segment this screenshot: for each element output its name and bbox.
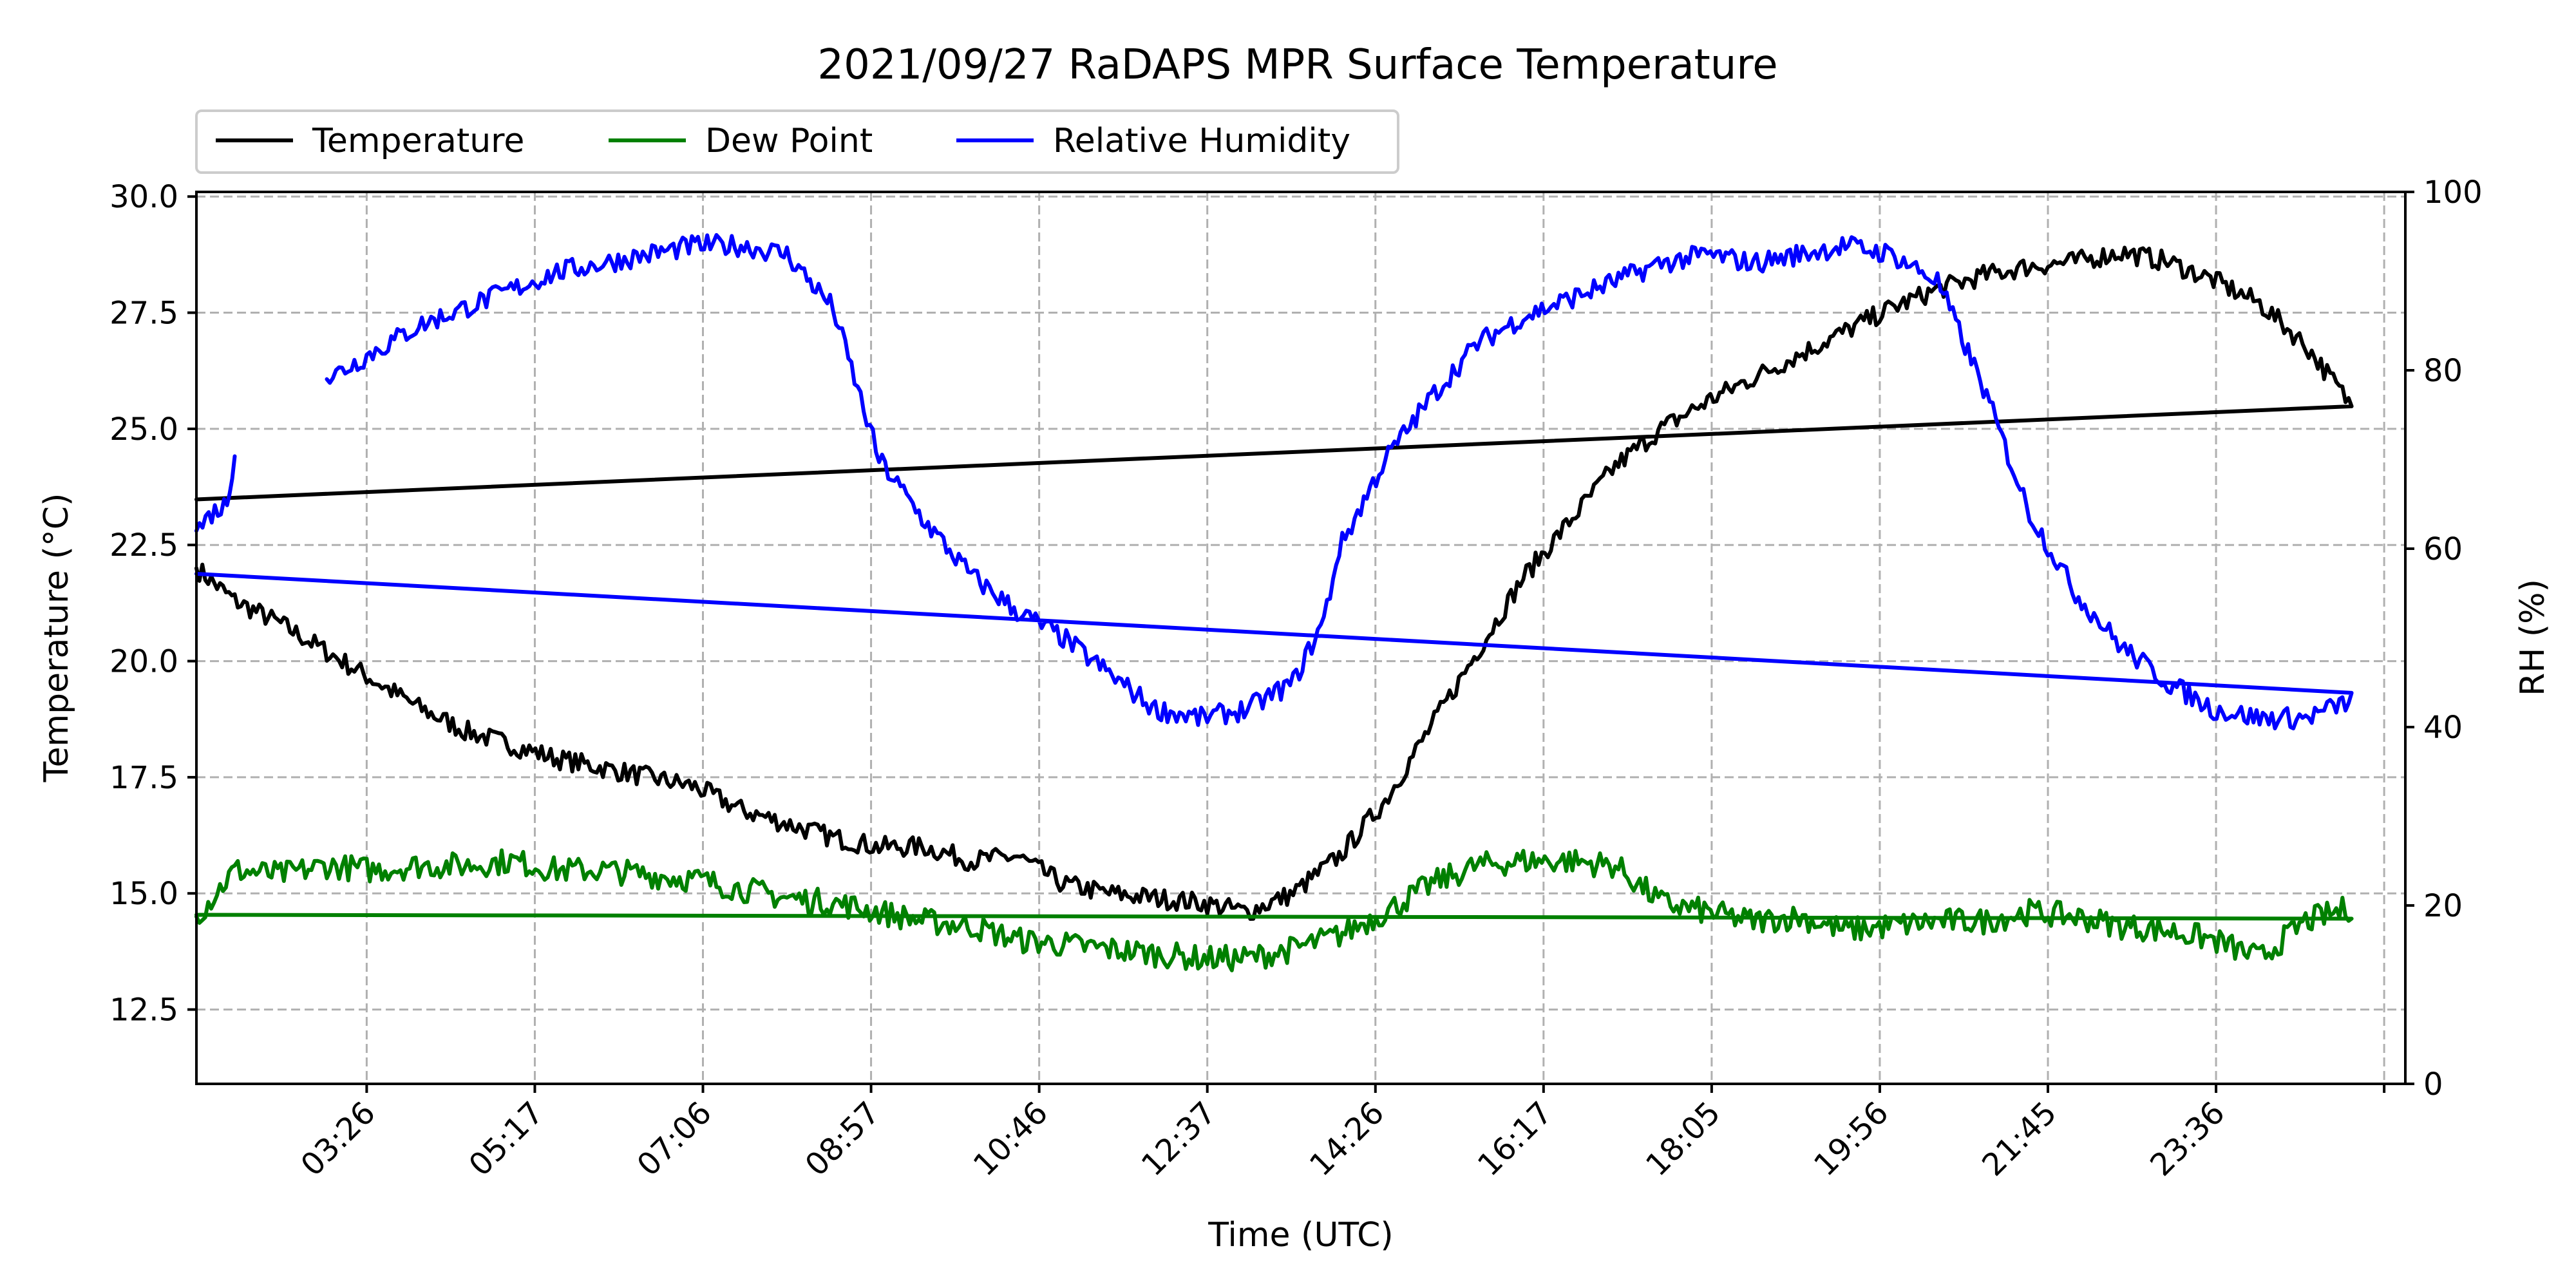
- y-tick-label: 25.0: [109, 412, 178, 448]
- y-axis-left: 12.5 15.0 17.5 20.0 22.5 25.0 27.5 30.0: [109, 179, 196, 1028]
- series-line-temperature: [194, 245, 2354, 921]
- x-tick-label: 18:05: [1639, 1095, 1727, 1183]
- y-axis-right: 0 20 40 60 80 100: [2405, 175, 2483, 1103]
- x-tick-label: 08:57: [799, 1095, 887, 1183]
- y-axis-label: Temperature (°C): [37, 493, 76, 783]
- x-tick-label: 21:45: [1975, 1095, 2063, 1183]
- x-tick-label: 12:37: [1135, 1095, 1223, 1183]
- x-tick-label: 05:17: [462, 1095, 551, 1183]
- y-tick-label: 12.5: [109, 992, 178, 1028]
- legend: Temperature Dew Point Relative Humidity: [195, 109, 1399, 174]
- y-tick-label: 15.0: [109, 876, 178, 912]
- y2-tick-label: 0: [2423, 1066, 2443, 1103]
- series-layer: [194, 232, 2354, 972]
- x-axis-label: Time (UTC): [1208, 1216, 1393, 1255]
- y-tick-label: 17.5: [109, 760, 178, 796]
- y-tick-label: 27.5: [109, 296, 178, 332]
- x-tick-label: 23:36: [2143, 1095, 2231, 1183]
- legend-box: [195, 109, 1399, 174]
- legend-label-temperature: Temperature: [312, 122, 524, 160]
- chart-title: 2021/09/27 RaDAPS MPR Surface Temperatur…: [817, 41, 1777, 89]
- grid-layer: [196, 192, 2405, 1084]
- plot-frame: [195, 191, 2407, 1085]
- series-line-relative-humidity: [194, 232, 2354, 731]
- x-tick-label: 10:46: [967, 1095, 1055, 1183]
- y2-tick-label: 80: [2423, 353, 2463, 389]
- y-tick-label: 22.5: [109, 527, 178, 564]
- y2-tick-label: 20: [2423, 888, 2463, 924]
- y-tick-label: 30.0: [109, 179, 178, 215]
- x-tick-label: 14:26: [1303, 1095, 1391, 1183]
- legend-label-relative-humidity: Relative Humidity: [1053, 122, 1350, 160]
- series-line-dew-point: [194, 848, 2354, 972]
- y2-tick-label: 60: [2423, 531, 2463, 567]
- y2-axis-label: RH (%): [2514, 579, 2552, 696]
- x-tick-label: 19:56: [1807, 1095, 1895, 1183]
- x-tick-label: 03:26: [294, 1095, 382, 1183]
- x-tick-label: 16:17: [1471, 1095, 1559, 1183]
- x-tick-label: 07:06: [630, 1095, 719, 1183]
- y2-tick-label: 40: [2423, 710, 2463, 746]
- y-tick-label: 20.0: [109, 644, 178, 680]
- legend-label-dew-point: Dew Point: [705, 122, 873, 160]
- x-axis: 03:26 05:17 07:06 08:57 10:46 12:37 14:26 16:17…: [294, 1084, 2386, 1183]
- y2-tick-label: 100: [2423, 175, 2483, 211]
